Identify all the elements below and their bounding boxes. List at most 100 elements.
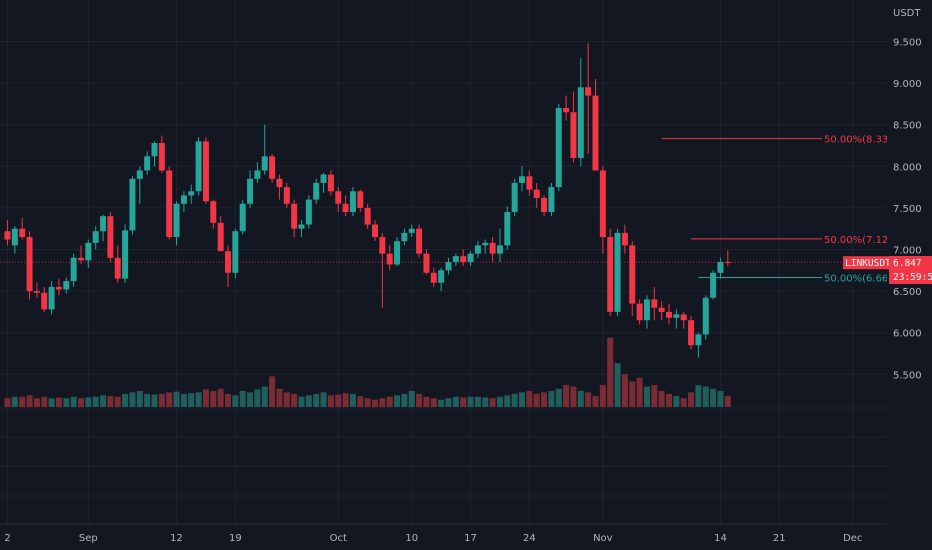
candle-body [173, 203, 180, 238]
candle-body [100, 216, 107, 232]
price-tick-label: 9.500 [893, 38, 922, 49]
symbol-tag-text: LINKUSDT [845, 258, 891, 269]
candle-body [519, 176, 525, 183]
candle-body [151, 143, 158, 157]
volume-bar [695, 385, 702, 407]
candle [261, 124, 268, 175]
volume-bar [533, 393, 540, 407]
candle [239, 199, 246, 235]
candle-body [416, 228, 423, 254]
volume-bar [614, 363, 621, 407]
candle-body [651, 299, 658, 308]
candle [710, 270, 717, 300]
time-tick-label: 14 [714, 533, 727, 544]
candle [335, 187, 342, 213]
candle-body [695, 334, 702, 346]
time-tick-label: Sep [79, 533, 98, 544]
volume-bar [48, 398, 55, 407]
time-axis[interactable]: 2 Sep 12 19 Oct 10 17 24 Nov 14 21 Dec [4, 533, 862, 544]
candle-body [320, 174, 327, 183]
candle-body [136, 170, 143, 179]
candle-body [41, 292, 48, 310]
candle [269, 153, 276, 183]
candle-body [467, 253, 474, 262]
candle-body [621, 232, 628, 246]
candle-body [298, 224, 305, 229]
candle-body [548, 187, 555, 213]
candle-body [217, 222, 224, 252]
volume-bar [548, 390, 555, 407]
volume-bar [702, 386, 709, 407]
candle-body [504, 212, 511, 246]
candle-body [327, 174, 334, 192]
candle-body [202, 141, 209, 202]
volume-bar [269, 376, 276, 407]
candle [467, 251, 474, 267]
candle [643, 295, 650, 329]
candle [158, 135, 165, 173]
candle [570, 91, 577, 163]
volume-bar [335, 394, 342, 407]
volume-bar [710, 388, 717, 407]
volume-bar [629, 381, 636, 407]
candle-body [533, 189, 540, 198]
candle [680, 311, 687, 329]
candle-body [357, 191, 364, 208]
volume-bar [232, 395, 239, 407]
candle-body [291, 203, 298, 229]
candle-body [452, 256, 459, 262]
candle-body [48, 286, 55, 310]
candle [621, 224, 628, 254]
volume-bar [423, 396, 430, 407]
price-axis[interactable]: 5.500 6.000 6.500 7.000 7.500 8.000 8.500 9.000… [893, 38, 922, 382]
volume-bar [313, 393, 320, 407]
volume-bar [379, 398, 386, 407]
countdown-text: 23:59:50 [893, 272, 932, 283]
volume-bar [526, 390, 533, 407]
volume-bar [180, 393, 187, 407]
candle-body [577, 87, 584, 158]
candle [129, 176, 136, 235]
volume-bar [114, 396, 121, 407]
candle [78, 245, 84, 264]
volume-bar [460, 397, 467, 407]
candle [122, 224, 129, 283]
candle [349, 187, 356, 217]
volume-bar [239, 390, 246, 407]
candle [563, 95, 570, 121]
candle-body [585, 87, 592, 96]
volume-bar [577, 390, 584, 407]
volume-bar [467, 396, 474, 407]
candle-body [283, 187, 290, 204]
candle [585, 43, 592, 154]
volume-bar [107, 396, 114, 407]
candle-body [438, 270, 445, 283]
candle [327, 170, 334, 196]
candle [298, 220, 305, 238]
time-tick-label: Nov [593, 533, 613, 544]
candle [533, 182, 540, 208]
candle [11, 226, 18, 254]
candle-body [445, 261, 452, 271]
candle [48, 281, 55, 315]
volume-bar [291, 393, 298, 407]
candle-body [4, 231, 11, 240]
candle-body [555, 108, 562, 188]
candle [254, 162, 261, 183]
candle [695, 332, 702, 358]
volume-bar [408, 390, 415, 407]
volume-bar [636, 377, 643, 407]
candle-body [188, 191, 195, 196]
volume-bar [438, 399, 445, 407]
candle-body [19, 228, 26, 238]
candle [673, 309, 680, 329]
candle-body [261, 156, 268, 171]
volume-bar [247, 392, 254, 407]
candle-body [489, 242, 496, 254]
candle-body [335, 191, 342, 204]
volume-bar [19, 396, 26, 407]
candle [232, 228, 239, 279]
price-tick-label: 6.500 [893, 287, 922, 298]
